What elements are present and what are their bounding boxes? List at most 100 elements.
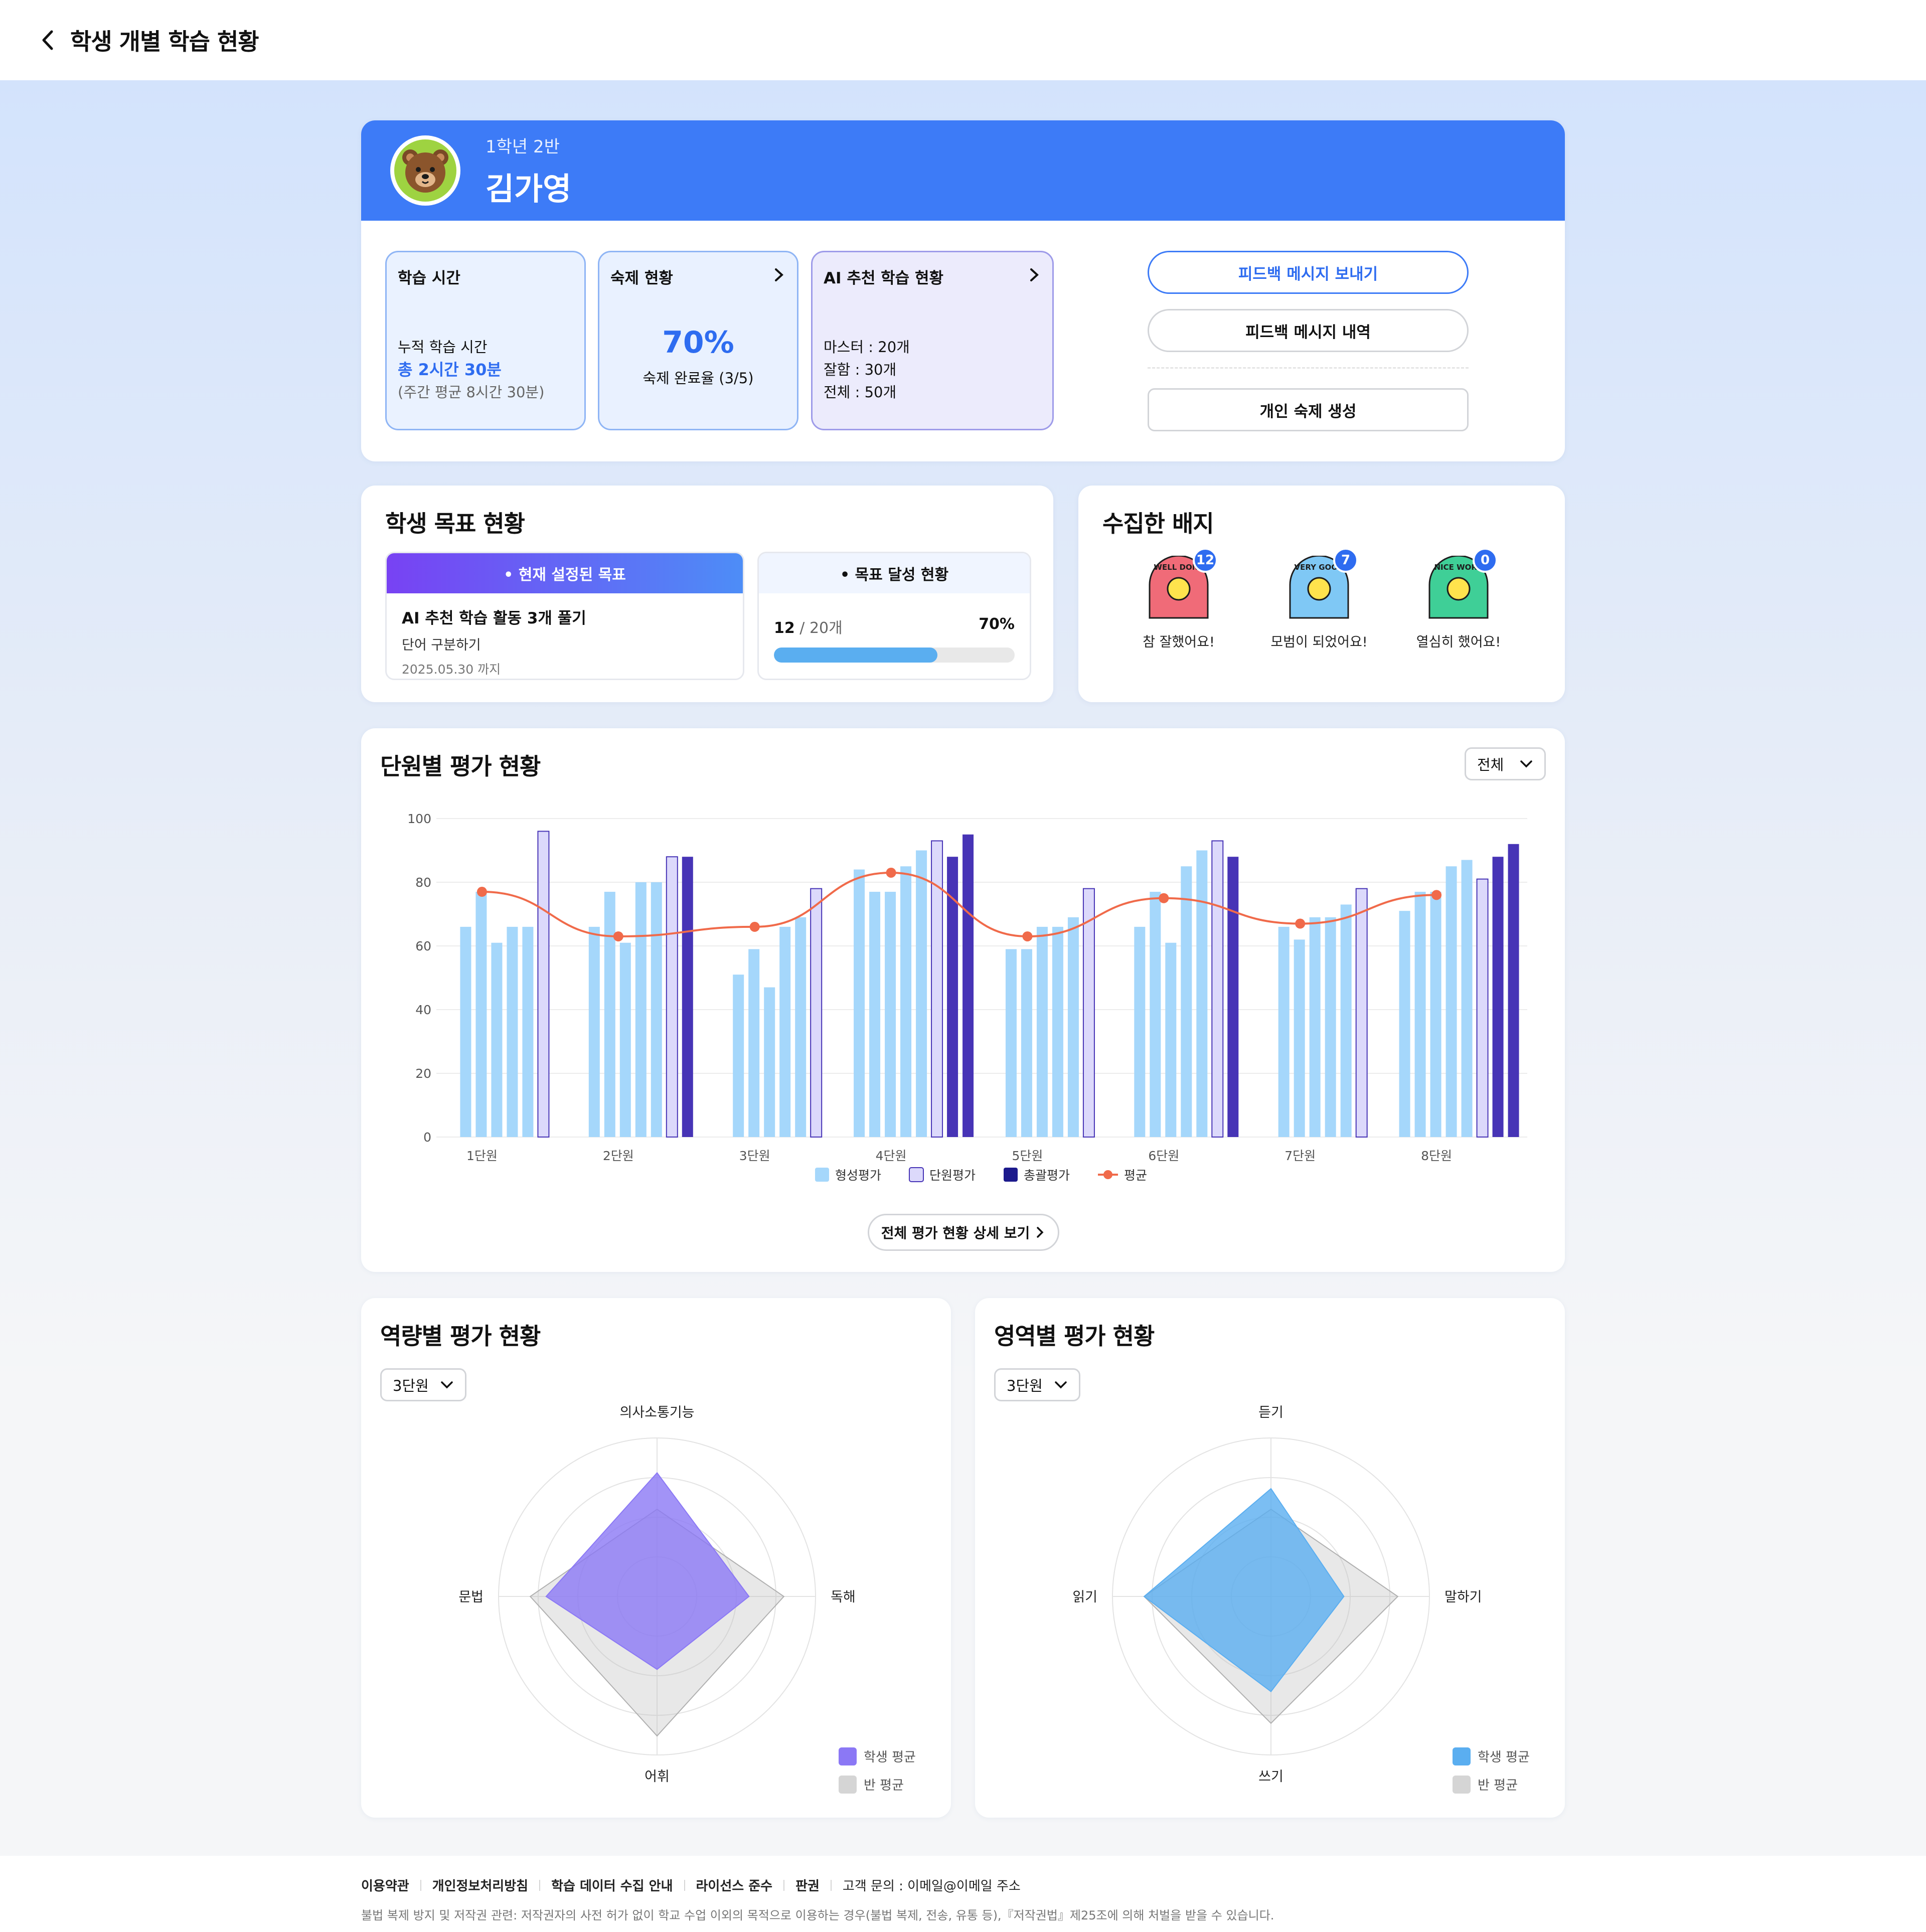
- formative-bar: [1399, 911, 1410, 1137]
- competency-unit-select[interactable]: 3단원: [380, 1368, 466, 1401]
- page-title: 학생 개별 학습 현황: [70, 28, 259, 55]
- chevron-right-icon: [775, 268, 783, 281]
- radar-axis-label: 문법: [458, 1589, 484, 1605]
- unit-filter-value: 전체: [1477, 756, 1504, 773]
- divider: [783, 1879, 785, 1891]
- unit-bar: [810, 888, 823, 1138]
- legend-student-label: 학생 평균: [1478, 1750, 1530, 1765]
- formative-bar: [651, 882, 662, 1137]
- chevron-right-icon: [1037, 1227, 1044, 1238]
- send-feedback-button[interactable]: 피드백 메시지 보내기: [1148, 251, 1469, 294]
- y-tick-label: 60: [415, 939, 431, 953]
- formative-bar: [1325, 917, 1336, 1137]
- average-point: [613, 931, 623, 941]
- radar-axis-label: 의사소통기능: [619, 1405, 694, 1420]
- student-average-area: [545, 1472, 750, 1670]
- radar-axis-label: 듣기: [1258, 1405, 1283, 1420]
- goal-status-card: 학생 목표 현황 • 현재 설정된 목표 AI 추천 학습 활동 3개 풀기 단…: [361, 486, 1053, 702]
- footer-link[interactable]: 라이선스 준수: [696, 1879, 773, 1894]
- progress-fill: [774, 648, 938, 663]
- legend-formative-swatch: [815, 1168, 829, 1182]
- x-tick-label: 2단원: [603, 1149, 634, 1163]
- chevron-down-icon: [1055, 1381, 1067, 1389]
- homework-card[interactable]: 숙제 현황 70% 숙제 완료율 (3/5): [598, 251, 798, 430]
- unit-bar: [537, 831, 550, 1138]
- legend-average: 평균: [1124, 1168, 1147, 1183]
- average-point: [1022, 931, 1033, 941]
- competency-filter-value: 3단원: [393, 1377, 429, 1394]
- x-tick-label: 1단원: [466, 1149, 498, 1163]
- competency-evaluation-card: 역량별 평가 현황 3단원 의사소통기능 독해 어휘 문법 학생 평균 반 평균: [361, 1298, 951, 1818]
- x-tick-label: 5단원: [1012, 1149, 1043, 1163]
- average-point: [749, 921, 760, 932]
- formative-bar: [1067, 917, 1079, 1137]
- chevron-down-icon: [441, 1381, 453, 1389]
- y-tick-label: 40: [415, 1003, 431, 1017]
- legend-average-dot: [1103, 1170, 1112, 1179]
- formative-bar: [1340, 904, 1352, 1137]
- x-tick-label: 8단원: [1421, 1149, 1452, 1163]
- current-goal-box: • 현재 설정된 목표 AI 추천 학습 활동 3개 풀기 단어 구분하기 20…: [385, 552, 744, 680]
- goal-name: AI 추천 학습 활동 3개 풀기: [402, 609, 586, 627]
- study-time-title: 학습 시간: [398, 269, 460, 287]
- footer-link[interactable]: 학습 데이터 수집 안내: [551, 1879, 673, 1894]
- formative-bar: [635, 882, 647, 1137]
- feedback-history-button[interactable]: 피드백 메시지 내역: [1148, 309, 1469, 352]
- formative-bar: [1430, 892, 1441, 1137]
- formative-bar: [869, 892, 881, 1137]
- create-homework-button[interactable]: 개인 숙제 생성: [1148, 388, 1469, 431]
- unit-filter-select[interactable]: 전체: [1465, 747, 1546, 780]
- legend-unit-swatch: [909, 1167, 924, 1182]
- legend-formative: 형성평가: [835, 1168, 881, 1183]
- unit-bar: [666, 856, 678, 1138]
- footer-copyright: 불법 복제 방지 및 저작권 관련: 저작권자의 사전 허가 없이 학교 수업 …: [361, 1908, 1274, 1922]
- legend-summative-swatch: [1004, 1168, 1018, 1182]
- formative-bar: [1294, 939, 1305, 1137]
- footer-link[interactable]: 이용약관: [361, 1879, 409, 1894]
- formative-bar: [1446, 866, 1457, 1137]
- footer-link[interactable]: 판권: [795, 1879, 820, 1894]
- footer-link[interactable]: 개인정보처리방침: [432, 1879, 529, 1894]
- summative-bar: [682, 857, 693, 1137]
- badges-title: 수집한 배지: [1102, 510, 1214, 537]
- goal-total: / 20개: [799, 619, 843, 637]
- study-time-label: 누적 학습 시간: [398, 339, 488, 356]
- unit-bar: [931, 840, 943, 1138]
- x-tick-label: 3단원: [739, 1149, 770, 1163]
- nice-work-badge-icon: NICE WORK: [1428, 555, 1489, 619]
- summative-bar: [947, 857, 958, 1137]
- formative-bar: [764, 987, 775, 1137]
- svg-text:VERY GOOD: VERY GOOD: [1295, 563, 1344, 572]
- ai-learning-card[interactable]: AI 추천 학습 현황 마스터 : 20개 잘함 : 30개 전체 : 50개: [811, 251, 1054, 430]
- average-point: [1431, 890, 1442, 900]
- unit-bar: [1082, 888, 1095, 1138]
- achieved-count: 12: [774, 619, 795, 637]
- ai-total-count: 전체 : 50개: [824, 384, 897, 401]
- legend-class-swatch: [1453, 1776, 1471, 1794]
- average-point: [1295, 918, 1306, 929]
- x-tick-label: 6단원: [1148, 1149, 1179, 1163]
- average-point: [476, 887, 487, 897]
- footer-contact: 고객 문의 : 이메일@이메일 주소: [842, 1879, 1021, 1894]
- formative-bar: [1196, 850, 1208, 1137]
- chevron-right-icon: [1030, 268, 1039, 281]
- achievement-progress-bar: [774, 648, 1015, 663]
- y-tick-label: 100: [407, 812, 431, 826]
- domain-unit-select[interactable]: 3단원: [994, 1368, 1080, 1401]
- x-tick-label: 4단원: [876, 1149, 907, 1163]
- back-button[interactable]: [35, 28, 60, 53]
- badge-label: 열심히 했어요!: [1416, 634, 1501, 650]
- chevron-left-icon: [42, 30, 53, 50]
- divider: [684, 1879, 685, 1891]
- detail-view-button[interactable]: 전체 평가 현황 상세 보기: [868, 1214, 1059, 1251]
- formative-bar: [795, 917, 807, 1137]
- svg-text:NICE WORK: NICE WORK: [1434, 563, 1483, 572]
- goal-title: 학생 목표 현황: [385, 510, 525, 537]
- radar-axis-label: 독해: [831, 1589, 856, 1605]
- summative-bar: [962, 834, 974, 1137]
- badge-count: 7: [1333, 548, 1358, 573]
- domain-title: 영역별 평가 현황: [994, 1323, 1155, 1350]
- homework-desc: 숙제 완료율 (3/5): [643, 370, 754, 387]
- formative-bar: [733, 975, 744, 1137]
